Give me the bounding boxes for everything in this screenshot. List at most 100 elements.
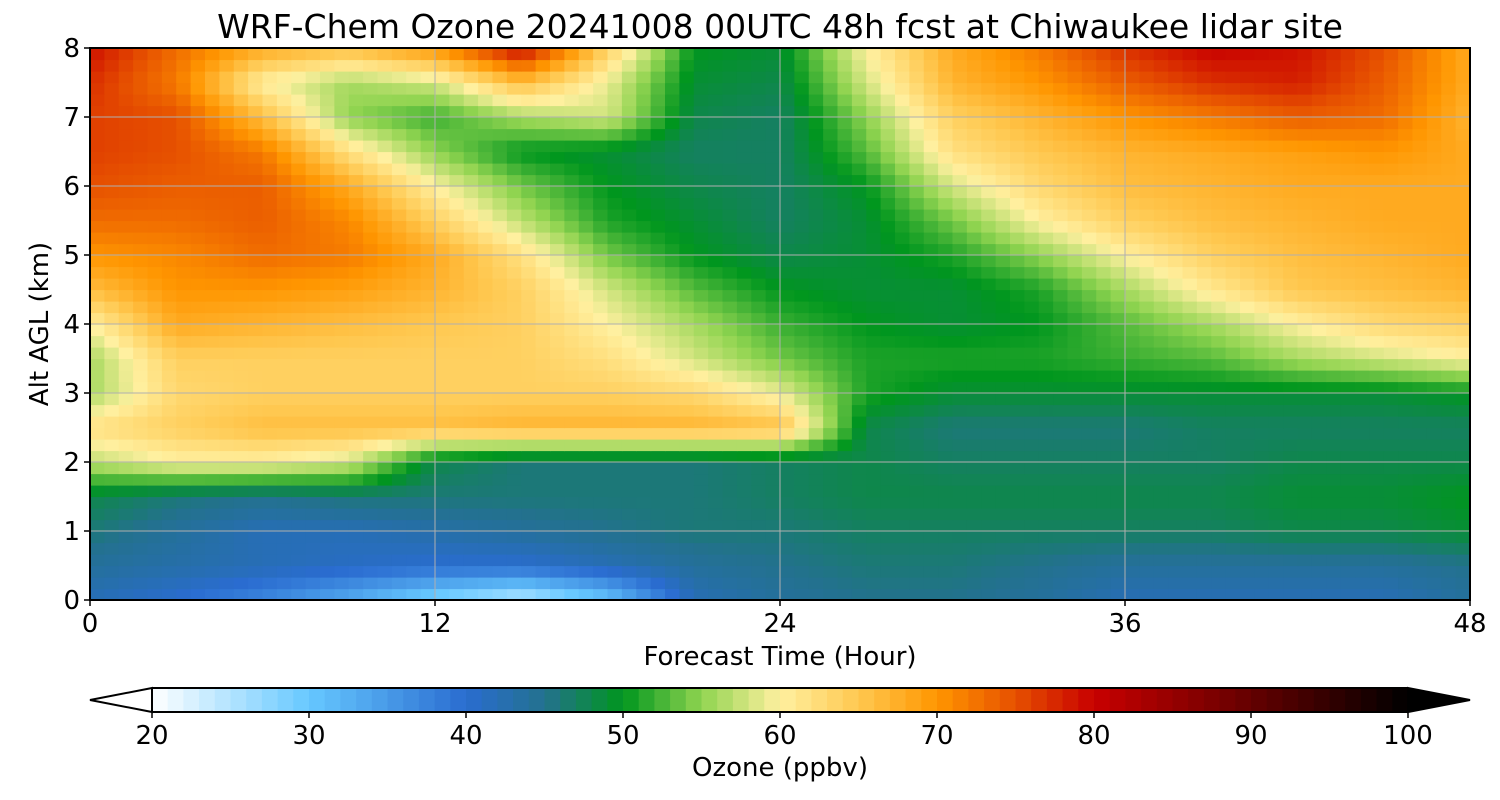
heatmap-cell [1024,393,1040,406]
heatmap-cell [1340,151,1356,164]
heatmap-cell [205,278,220,291]
heatmap-cell [1067,243,1083,256]
heatmap-cell [1067,301,1083,314]
heatmap-cell [1067,393,1083,406]
heatmap-cell [938,416,954,429]
heatmap-cell [923,140,939,153]
heatmap-cell [1311,565,1327,578]
heatmap-cell [449,588,465,601]
heatmap-cell [1355,473,1370,486]
heatmap-cell [578,59,594,72]
heatmap-cell [823,588,839,601]
heatmap-cell [104,496,120,509]
heatmap-cell [736,117,752,130]
heatmap-cell [1455,370,1471,383]
heatmap-cell [880,404,896,417]
heatmap-cell [593,151,609,164]
heatmap-cell [880,278,896,291]
heatmap-cell [1139,174,1155,187]
heatmap-cell [1211,266,1227,279]
heatmap-cell [133,48,149,61]
chart-title: WRF-Chem Ozone 20241008 00UTC 48h fcst a… [217,7,1343,46]
heatmap-cell [334,197,350,210]
heatmap-cell [118,71,134,84]
heatmap-cell [1067,312,1083,325]
heatmap-cell [1053,393,1069,406]
heatmap-cell [751,358,767,371]
heatmap-cell [966,588,982,601]
heatmap-cell [305,370,321,383]
heatmap-cell [952,427,968,440]
heatmap-cell [1125,117,1140,130]
heatmap-cell [621,358,637,371]
heatmap-cell [449,416,465,429]
heatmap-cell [909,554,925,567]
heatmap-cell [823,71,839,84]
heatmap-cell [1240,243,1255,256]
heatmap-cell [1168,71,1184,84]
heatmap-cell [966,71,982,84]
heatmap-cell [564,186,580,199]
heatmap-cell [1225,542,1241,555]
heatmap-cell [1355,542,1370,555]
heatmap-cell [1441,105,1457,118]
heatmap-cell [794,117,810,130]
heatmap-cell [1024,186,1040,199]
heatmap-cell [780,278,795,291]
heatmap-cell [521,312,537,325]
heatmap-cell [1326,255,1342,268]
heatmap-cell [492,220,508,233]
heatmap-cell [248,335,264,348]
heatmap-cell [535,427,551,440]
heatmap-cell [823,473,839,486]
heatmap-cell [1182,542,1198,555]
heatmap-cell [607,347,623,360]
heatmap-cell [866,128,882,141]
heatmap-cell [478,48,494,61]
heatmap-cell [1326,588,1342,601]
heatmap-cell [1038,243,1054,256]
heatmap-cell [1225,243,1241,256]
heatmap-cell [1139,220,1155,233]
heatmap-cell [291,427,307,440]
heatmap-cell [334,82,350,95]
heatmap-cell [1024,71,1040,84]
heatmap-cell [104,473,120,486]
heatmap-cell [262,82,278,95]
heatmap-cell [291,243,307,256]
x-tick-label: 24 [763,609,796,639]
heatmap-cell [923,186,939,199]
heatmap-cell [866,278,882,291]
heatmap-cell [938,151,954,164]
heatmap-cell [348,278,364,291]
heatmap-cell [550,243,565,256]
heatmap-cell [636,427,652,440]
heatmap-cell [650,186,666,199]
heatmap-cell [248,255,264,268]
heatmap-cell [593,48,609,61]
heatmap-cell [1096,335,1112,348]
heatmap-cell [1311,243,1327,256]
heatmap-cell [837,588,853,601]
heatmap-cell [751,554,767,567]
heatmap-cell [751,48,767,61]
heatmap-cell [1383,335,1399,348]
heatmap-cell [233,370,249,383]
heatmap-cell [966,577,982,590]
heatmap-cell [1153,554,1169,567]
heatmap-cell [1254,82,1270,95]
heatmap-cell [535,128,551,141]
heatmap-cell [420,347,436,360]
heatmap-cell [794,381,810,394]
heatmap-cell [147,462,163,475]
heatmap-cell [866,427,882,440]
heatmap-cell [823,462,839,475]
heatmap-cell [736,565,752,578]
heatmap-cell [348,542,364,555]
heatmap-cell [794,335,810,348]
heatmap-cell [1369,197,1385,210]
heatmap-cell [1038,301,1054,314]
heatmap-cell [1038,381,1054,394]
heatmap-cell [765,577,781,590]
heatmap-cell [1182,220,1198,233]
